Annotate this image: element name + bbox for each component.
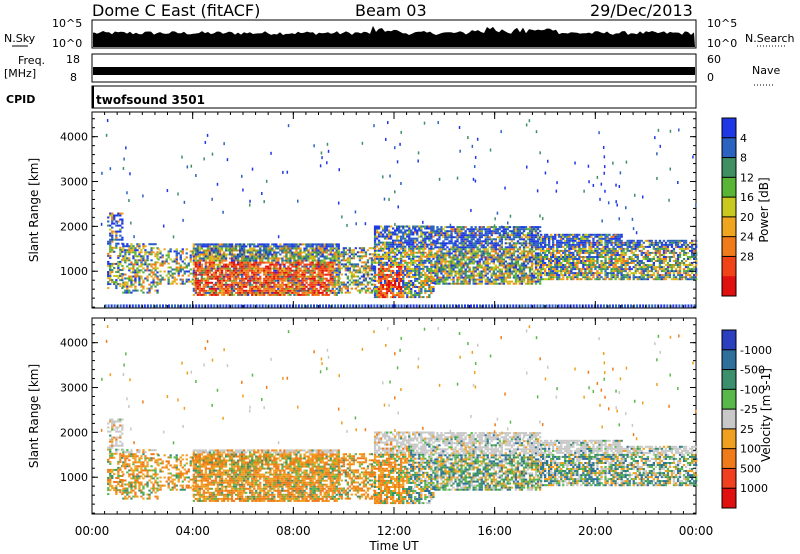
power-colorbar-seg-5 — [722, 216, 736, 238]
velocity-colorbar-label: Velocity [m s-1] — [759, 368, 773, 462]
velocity-colorbar-tick-0: -1000 — [740, 344, 772, 357]
date-label: 29/Dec/2013 — [590, 1, 693, 20]
velocity-colorbar-tick-7: 1000 — [740, 482, 768, 495]
power-colorbar-label: Power [dB] — [757, 177, 771, 242]
freq-panel: Freq. [MHz] 18 8 60 0 Nave — [4, 53, 780, 86]
nave-label: Nave — [752, 64, 780, 77]
power-ylabel: Slant Range [km] — [27, 158, 41, 262]
power-colorbar-tick-3: 16 — [740, 191, 754, 204]
power-ytick-label-2: 3000 — [60, 176, 88, 189]
xtick-label-2: 08:00 — [276, 524, 311, 538]
power-colorbar: 28 24 20 16 12 8 4 Power [dB] — [721, 117, 771, 297]
power-colorbar-seg-4 — [722, 197, 736, 218]
power-panel: 1000 2000 3000 4000 Slant Range [km] — [27, 111, 698, 309]
noise-panel: N.Sky 10^5 10^0 10^5 10^0 N.Search — [4, 17, 795, 50]
velocity-ytick-label-1: 2000 — [60, 426, 88, 439]
cpid-panel: CPID twofsound 3501 — [6, 85, 697, 109]
velocity-colorbar-tick-2: -100 — [740, 383, 765, 396]
freq-tick-bottom: 8 — [70, 71, 77, 84]
noise-left-tick-bottom: 10^0 — [52, 37, 82, 50]
power-colorbar-tick-1: 8 — [740, 152, 747, 165]
freq-tick-top: 18 — [66, 53, 80, 66]
xtick-label-3: 12:00 — [377, 524, 412, 538]
cpid-value: twofsound 3501 — [96, 93, 205, 107]
velocity-colorbar-seg-7 — [722, 468, 736, 489]
power-ytick-label-0: 1000 — [60, 265, 88, 278]
power-colorbar-seg-7 — [722, 256, 736, 277]
velocity-colorbar-seg-5 — [722, 428, 736, 450]
plot-title: Dome C East (fitACF) — [92, 1, 260, 20]
power-colorbar-seg-3 — [722, 177, 736, 198]
velocity-colorbar-tick-4: 25 — [740, 423, 754, 436]
velocity-colorbar-seg-6 — [722, 448, 736, 469]
power-colorbar-seg-6 — [722, 236, 736, 257]
power-colorbar-tick-4: 20 — [740, 211, 754, 224]
velocity-colorbar: 1000 500 100 25 -25 -100 -500 -1000 Velocity [m… — [721, 329, 773, 509]
power-colorbar-tick-5: 24 — [740, 231, 754, 244]
noise-trace — [93, 25, 695, 47]
xtick-label-1: 04:00 — [175, 524, 210, 538]
xtick-label-0: 00:00 — [75, 524, 110, 538]
velocity-ytick-label-2: 3000 — [60, 382, 88, 395]
power-colorbar-seg-8 — [722, 276, 736, 297]
freq-label: Freq. — [18, 54, 45, 67]
power-ytick-label-3: 4000 — [60, 131, 88, 144]
power-colorbar-tick-2: 12 — [740, 171, 754, 184]
noise-right-tick-bottom: 10^0 — [707, 37, 737, 50]
cpid-label: CPID — [6, 93, 35, 106]
noise-left-tick-top: 10^5 — [52, 17, 82, 30]
velocity-colorbar-seg-1 — [722, 349, 736, 371]
velocity-colorbar-seg-3 — [722, 389, 736, 410]
nave-tick-top: 60 — [707, 53, 721, 66]
power-colorbar-tick-0: 4 — [740, 132, 747, 145]
velocity-colorbar-seg-4 — [722, 409, 736, 430]
power-colorbar-tick-6: 28 — [740, 250, 754, 263]
xtick-label-6: 00:00 — [679, 524, 714, 538]
xaxis-label: Time UT — [368, 539, 419, 553]
power-colorbar-seg-1 — [722, 137, 736, 159]
freq-unit-label: [MHz] — [4, 67, 36, 80]
velocity-ylabel: Slant Range [km] — [27, 364, 41, 468]
power-data-cells — [100, 119, 698, 308]
xtick-label-4: 16:00 — [477, 524, 512, 538]
power-ytick-label-1: 2000 — [60, 220, 88, 233]
nave-tick-bottom: 0 — [707, 71, 714, 84]
velocity-colorbar-tick-6: 500 — [740, 462, 761, 475]
nsearch-label: N.Search — [745, 32, 795, 45]
xtick-label-5: 20:00 — [578, 524, 613, 538]
velocity-colorbar-seg-2 — [722, 369, 736, 390]
velocity-colorbar-seg-8 — [722, 488, 736, 509]
power-colorbar-seg-2 — [722, 157, 736, 178]
velocity-colorbar-tick-5: 100 — [740, 443, 761, 456]
velocity-colorbar-seg-0 — [722, 330, 736, 351]
velocity-colorbar-tick-3: -25 — [740, 403, 758, 416]
velocity-ytick-label-3: 4000 — [60, 337, 88, 350]
power-colorbar-seg-0 — [722, 118, 736, 139]
noise-right-tick-top: 10^5 — [707, 17, 737, 30]
nsky-label: N.Sky — [4, 32, 36, 45]
velocity-panel: 1000 2000 3000 4000 00:00 04:00 08:00 12:00 16:… — [27, 112, 713, 553]
velocity-data-cells — [100, 325, 698, 505]
velocity-colorbar-tick-1: -500 — [740, 364, 765, 377]
velocity-ytick-label-0: 1000 — [60, 471, 88, 484]
beam-label: Beam 03 — [355, 1, 427, 20]
